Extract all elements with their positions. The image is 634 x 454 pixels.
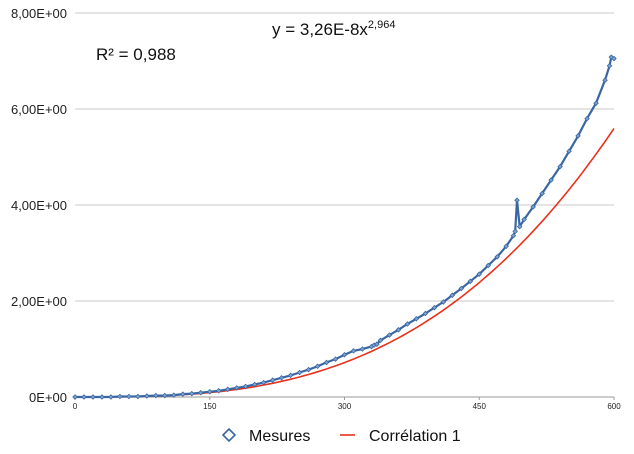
x-tick-label: 300	[338, 402, 352, 411]
y-tick-label: 2,00E+00	[11, 294, 67, 309]
data-point-mesures	[566, 148, 572, 155]
data-point-mesures	[332, 356, 339, 362]
data-point-mesures	[413, 315, 420, 322]
data-point-mesures	[431, 304, 438, 311]
data-point-mesures	[278, 375, 285, 381]
data-point-mesures	[510, 232, 517, 239]
data-point-mesures	[359, 346, 366, 352]
data-point-mesures	[503, 243, 509, 250]
data-point-mesures	[72, 394, 78, 400]
data-point-mesures	[162, 392, 168, 399]
x-tick-label: 600	[607, 402, 621, 411]
data-point-mesures	[135, 393, 141, 400]
data-point-mesures	[215, 387, 222, 394]
data-point-mesures	[144, 393, 150, 399]
legend: Mesures Corrélation 1	[221, 427, 461, 445]
data-point-mesures	[117, 393, 123, 400]
data-point-mesures	[516, 223, 523, 230]
data-point-mesures	[606, 63, 613, 69]
data-point-mesures	[171, 392, 177, 398]
data-point-mesures	[575, 133, 581, 139]
data-point-mesures	[584, 115, 590, 122]
data-point-mesures	[242, 383, 249, 390]
data-point-mesures	[206, 388, 213, 395]
data-point-mesures	[476, 271, 483, 277]
data-point-mesures	[458, 285, 465, 292]
data-point-mesures	[494, 254, 500, 260]
data-point-mesures	[90, 394, 96, 400]
y-tick-label: 6,00E+00	[11, 102, 67, 117]
data-point-mesures	[404, 321, 411, 327]
data-point-mesures	[548, 177, 554, 183]
x-tick-label: 0	[73, 402, 78, 411]
data-point-mesures	[224, 386, 231, 393]
data-point-mesures	[287, 372, 294, 379]
axis-layer: 0E+00 2,00E+00 4,00E+00 6,00E+00 8,00E+00 0 15…	[11, 6, 621, 411]
data-point-mesures	[539, 190, 545, 197]
y-tick-label: 4,00E+00	[11, 198, 67, 213]
y-tick-label: 0E+00	[29, 390, 67, 405]
data-point-mesures	[323, 359, 330, 366]
data-point-mesures	[260, 379, 267, 386]
data-layer	[72, 54, 617, 400]
data-point-mesures	[377, 337, 384, 344]
data-point-mesures	[198, 389, 204, 396]
data-point-mesures	[108, 394, 114, 400]
data-point-mesures	[512, 228, 518, 235]
x-tick-label: 450	[473, 402, 487, 411]
legend-item-correlation: Corrélation 1	[340, 428, 461, 445]
data-point-mesures	[189, 390, 195, 397]
data-point-mesures	[602, 77, 608, 83]
legend-label-mesures: Mesures	[249, 428, 310, 445]
data-point-mesures	[608, 54, 615, 60]
data-point-mesures	[296, 369, 303, 376]
data-point-mesures	[557, 163, 563, 170]
y-tick-label: 8,00E+00	[11, 6, 67, 21]
data-point-mesures	[180, 391, 186, 397]
data-point-mesures	[269, 377, 276, 383]
legend-marker-diamond-icon	[221, 427, 237, 443]
legend-item-mesures: Mesures	[221, 427, 310, 445]
data-point-mesures	[374, 341, 380, 347]
grid-layer	[75, 12, 614, 398]
r-squared-annotation: R² = 0,988	[96, 45, 176, 64]
data-point-mesures	[341, 351, 348, 358]
legend-label-correlation: Corrélation 1	[369, 428, 461, 445]
data-point-mesures	[81, 394, 87, 400]
data-point-mesures	[314, 363, 321, 370]
data-point-mesures	[99, 394, 105, 400]
data-point-mesures	[126, 393, 132, 400]
data-point-mesures	[233, 385, 240, 391]
data-point-mesures	[395, 327, 402, 333]
equation-annotation: y = 3,26E-8x2,964	[272, 19, 395, 39]
data-point-mesures	[350, 348, 357, 354]
data-point-mesures	[485, 262, 491, 269]
data-point-mesures	[305, 366, 312, 373]
data-point-mesures	[593, 100, 599, 107]
x-tick-label: 150	[203, 402, 217, 411]
data-point-mesures	[521, 216, 527, 223]
data-point-mesures	[530, 204, 536, 210]
data-point-mesures	[440, 299, 447, 305]
data-point-mesures	[611, 55, 617, 62]
data-point-mesures	[422, 310, 429, 317]
data-point-mesures	[153, 392, 159, 399]
data-point-mesures	[467, 278, 474, 285]
series-mesures-line	[75, 56, 615, 399]
annotation-layer: y = 3,26E-8x2,964 R² = 0,988	[96, 19, 395, 64]
data-point-mesures	[251, 381, 258, 388]
data-point-mesures	[386, 332, 393, 338]
data-point-mesures	[514, 197, 520, 203]
data-point-mesures	[449, 292, 456, 299]
